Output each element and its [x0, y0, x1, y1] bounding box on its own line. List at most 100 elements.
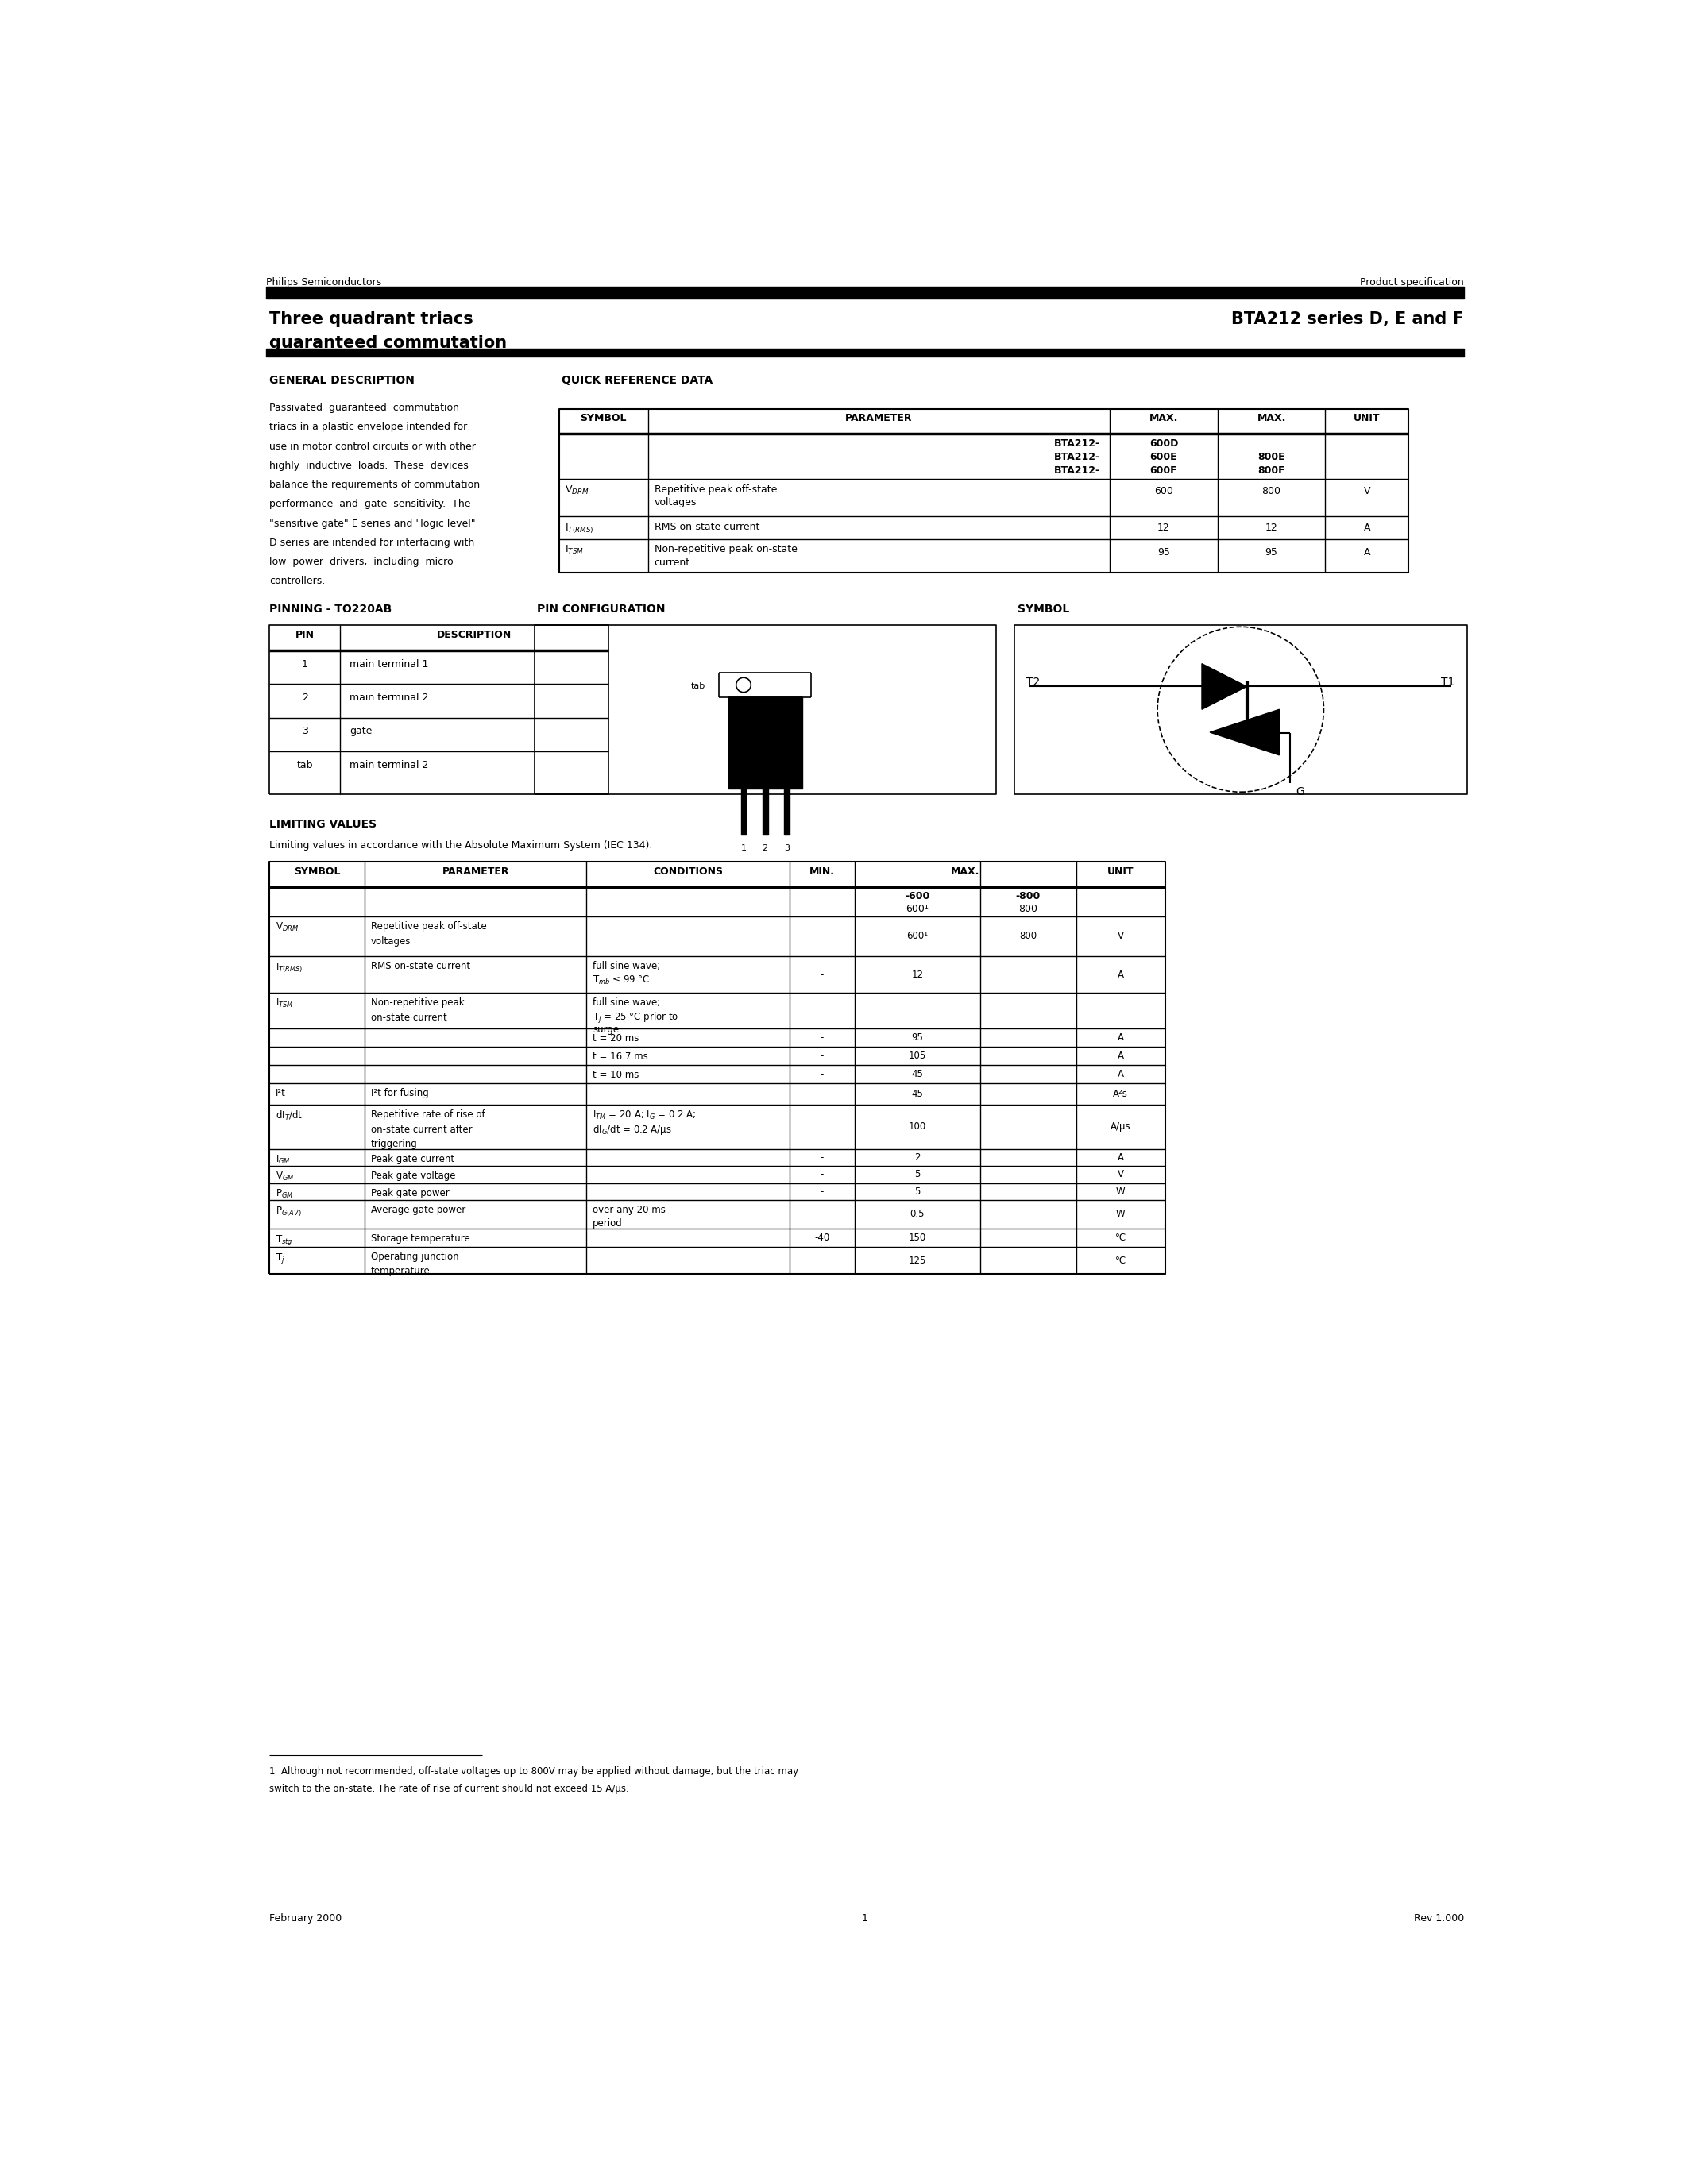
Text: tab: tab	[690, 681, 706, 690]
Text: P$_{G(AV)}$: P$_{G(AV)}$	[275, 1206, 302, 1219]
Text: 95: 95	[1264, 548, 1278, 557]
Text: temperature: temperature	[371, 1267, 430, 1275]
Text: Limiting values in accordance with the Absolute Maximum System (IEC 134).: Limiting values in accordance with the A…	[270, 841, 653, 850]
Text: A: A	[1117, 970, 1124, 981]
Text: 12: 12	[1266, 522, 1278, 533]
Text: 45: 45	[912, 1090, 923, 1099]
Polygon shape	[267, 349, 1463, 356]
Text: T$_j$: T$_j$	[275, 1251, 285, 1265]
Text: LIMITING VALUES: LIMITING VALUES	[270, 819, 376, 830]
Text: T1: T1	[1442, 677, 1455, 688]
Text: I$_{TSM}$: I$_{TSM}$	[275, 998, 294, 1009]
Text: A²s: A²s	[1112, 1090, 1128, 1099]
Text: 1: 1	[741, 843, 746, 852]
Text: RMS on-state current: RMS on-state current	[371, 961, 471, 972]
Text: A: A	[1117, 1051, 1124, 1061]
Text: 5: 5	[915, 1186, 920, 1197]
Text: °C: °C	[1116, 1256, 1126, 1265]
Text: D series are intended for interfacing with: D series are intended for interfacing wi…	[270, 537, 474, 548]
Polygon shape	[763, 788, 768, 834]
Text: controllers.: controllers.	[270, 577, 326, 587]
Text: full sine wave;: full sine wave;	[592, 961, 660, 972]
Text: 1  Although not recommended, off-state voltages up to 800V may be applied withou: 1 Although not recommended, off-state vo…	[270, 1767, 798, 1778]
Text: A: A	[1117, 1033, 1124, 1042]
Text: GENERAL DESCRIPTION: GENERAL DESCRIPTION	[270, 376, 415, 387]
Text: V$_{GM}$: V$_{GM}$	[275, 1171, 294, 1184]
Text: A/µs: A/µs	[1111, 1123, 1131, 1131]
Text: 800: 800	[1020, 904, 1038, 915]
Text: 800F: 800F	[1258, 465, 1285, 476]
Text: G: G	[1296, 786, 1305, 797]
Text: 600E: 600E	[1150, 452, 1178, 463]
Text: highly  inductive  loads.  These  devices: highly inductive loads. These devices	[270, 461, 469, 472]
Text: P$_{GM}$: P$_{GM}$	[275, 1188, 294, 1199]
Text: February 2000: February 2000	[270, 1913, 343, 1924]
Text: T$_j$ = 25 °C prior to: T$_j$ = 25 °C prior to	[592, 1011, 679, 1026]
Text: 3: 3	[302, 727, 307, 736]
Text: t = 16.7 ms: t = 16.7 ms	[592, 1051, 648, 1061]
Text: -: -	[820, 1090, 824, 1099]
Text: -: -	[820, 1210, 824, 1219]
Text: SYMBOL: SYMBOL	[581, 413, 626, 424]
Text: T2: T2	[1026, 677, 1040, 688]
Text: W: W	[1116, 1210, 1126, 1219]
Text: tab: tab	[297, 760, 312, 771]
Text: V: V	[1364, 487, 1371, 496]
Text: 600: 600	[1155, 487, 1173, 496]
Text: triacs in a plastic envelope intended for: triacs in a plastic envelope intended fo…	[270, 422, 468, 432]
Text: Non-repetitive peak on-state: Non-repetitive peak on-state	[655, 544, 797, 555]
Text: Repetitive rate of rise of: Repetitive rate of rise of	[371, 1109, 484, 1120]
Text: PIN CONFIGURATION: PIN CONFIGURATION	[537, 603, 665, 614]
Text: t = 10 ms: t = 10 ms	[592, 1070, 640, 1081]
Text: "sensitive gate" E series and "logic level": "sensitive gate" E series and "logic lev…	[270, 518, 476, 529]
Text: BTA212-: BTA212-	[1055, 452, 1101, 463]
Text: PIN: PIN	[295, 629, 314, 640]
Text: dI$_G$/dt = 0.2 A/µs: dI$_G$/dt = 0.2 A/µs	[592, 1123, 672, 1136]
Text: V$_{DRM}$: V$_{DRM}$	[275, 922, 299, 933]
Text: main terminal 2: main terminal 2	[349, 760, 429, 771]
Text: 600¹: 600¹	[906, 930, 928, 941]
Text: BTA212-: BTA212-	[1055, 439, 1101, 448]
Text: Peak gate current: Peak gate current	[371, 1153, 454, 1164]
Text: dI$_T$/dt: dI$_T$/dt	[275, 1109, 302, 1123]
Polygon shape	[1202, 664, 1247, 710]
Text: Product specification: Product specification	[1361, 277, 1463, 288]
Text: I$_{GM}$: I$_{GM}$	[275, 1153, 290, 1166]
Text: on-state current after: on-state current after	[371, 1125, 473, 1136]
Text: 800E: 800E	[1258, 452, 1285, 463]
Polygon shape	[728, 697, 802, 788]
Text: W: W	[1116, 1186, 1126, 1197]
Text: voltages: voltages	[655, 498, 697, 509]
Text: -: -	[820, 1186, 824, 1197]
Text: -: -	[820, 930, 824, 941]
Text: voltages: voltages	[371, 937, 412, 946]
Text: 0.5: 0.5	[910, 1210, 925, 1219]
Text: main terminal 1: main terminal 1	[349, 660, 429, 668]
Text: 100: 100	[908, 1123, 927, 1131]
Text: MIN.: MIN.	[809, 867, 834, 876]
Text: Repetitive peak off-state: Repetitive peak off-state	[371, 922, 486, 933]
Text: 3: 3	[783, 843, 790, 852]
Text: PARAMETER: PARAMETER	[846, 413, 913, 424]
Text: -800: -800	[1016, 891, 1040, 902]
Text: main terminal 2: main terminal 2	[349, 692, 429, 703]
Text: Peak gate power: Peak gate power	[371, 1188, 449, 1199]
Text: T$_{stg}$: T$_{stg}$	[275, 1234, 294, 1247]
Polygon shape	[267, 286, 1463, 299]
Polygon shape	[741, 788, 746, 834]
Text: Operating junction: Operating junction	[371, 1251, 459, 1262]
Polygon shape	[1210, 710, 1280, 756]
Text: PINNING - TO220AB: PINNING - TO220AB	[270, 603, 392, 614]
Text: 600F: 600F	[1150, 465, 1178, 476]
Text: 2: 2	[763, 843, 768, 852]
Text: 600¹: 600¹	[906, 904, 928, 915]
Text: Rev 1.000: Rev 1.000	[1413, 1913, 1463, 1924]
Text: V: V	[1117, 930, 1124, 941]
Text: UNIT: UNIT	[1354, 413, 1381, 424]
Text: current: current	[655, 557, 690, 568]
Text: -: -	[820, 1033, 824, 1042]
Text: MAX.: MAX.	[1150, 413, 1178, 424]
Text: MAX.: MAX.	[1258, 413, 1286, 424]
Text: Three quadrant triacs: Three quadrant triacs	[270, 310, 473, 328]
Text: switch to the on-state. The rate of rise of current should not exceed 15 A/µs.: switch to the on-state. The rate of rise…	[270, 1784, 630, 1793]
